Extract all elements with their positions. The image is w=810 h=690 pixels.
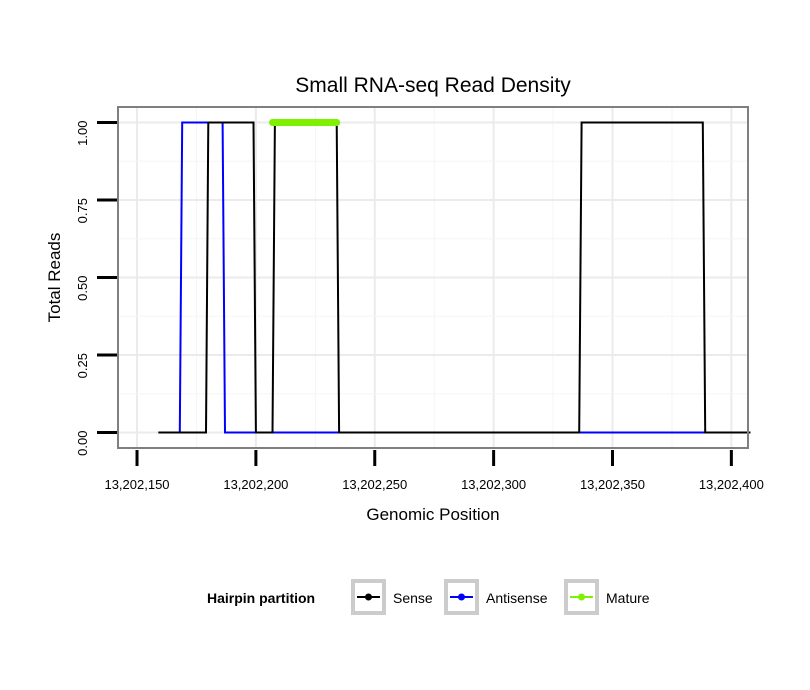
x-tick-label: 13,202,400	[699, 477, 764, 492]
legend-label-mature: Mature	[606, 590, 650, 606]
x-axis: 13,202,150 13,202,200 13,202,250 13,202,300…	[104, 450, 764, 492]
x-tick-label: 13,202,350	[580, 477, 645, 492]
x-tick-label: 13,202,150	[104, 477, 169, 492]
x-axis-title: Genomic Position	[366, 505, 499, 524]
y-tick-label: 1.00	[75, 121, 90, 146]
legend-key-point	[458, 593, 465, 601]
series-antisense-line	[158, 121, 751, 434]
y-tick-label: 0.25	[75, 353, 90, 378]
chart-title: Small RNA-seq Read Density	[295, 74, 571, 97]
y-tick-label: 0.75	[75, 198, 90, 223]
legend: Hairpin partition Sense Antisense Mature	[207, 579, 650, 615]
x-tick-label: 13,202,250	[342, 477, 407, 492]
series-lines	[158, 119, 751, 434]
x-tick-label: 13,202,300	[461, 477, 526, 492]
legend-key-point	[365, 593, 372, 601]
x-tick-label: 13,202,200	[223, 477, 288, 492]
y-tick-label: 0.00	[75, 431, 90, 456]
legend-label-sense: Sense	[393, 590, 433, 606]
y-axis-title: Total Reads	[45, 233, 64, 323]
legend-title: Hairpin partition	[207, 590, 315, 606]
legend-label-antisense: Antisense	[486, 590, 548, 606]
legend-key-point	[578, 593, 585, 601]
y-axis: 0.00 0.25 0.50 0.75 1.00	[75, 121, 117, 456]
y-tick-label: 0.50	[75, 276, 90, 301]
plot-border	[117, 106, 749, 449]
